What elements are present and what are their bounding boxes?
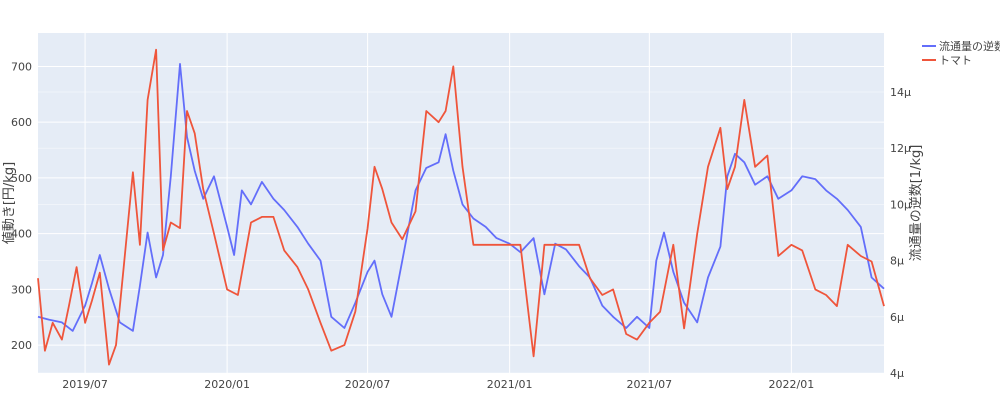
y-tick-label: 300: [11, 283, 32, 296]
y2-tick-label: 10μ: [890, 198, 911, 211]
y2-tick-label: 14μ: [890, 86, 911, 99]
y-tick-label: 200: [11, 339, 32, 352]
y2-axis-title: 流通量の逆数[1/kg]: [908, 145, 924, 262]
x-tick-label: 2022/01: [769, 378, 815, 391]
legend[interactable]: 流通量の逆数 トマト: [922, 39, 1000, 67]
x-tick-label: 2020/07: [345, 378, 391, 391]
series-line-1: [37, 48, 885, 366]
x-tick-label: 2020/01: [204, 378, 250, 391]
y2-tick-label: 4μ: [890, 367, 904, 380]
x-tick-label: 2021/01: [487, 378, 533, 391]
x-tick-label: 2019/07: [62, 378, 108, 391]
y-tick-label: 400: [11, 228, 32, 241]
plot-area: [38, 33, 884, 373]
y-axis-title: 値動き[円/kg]: [1, 162, 17, 244]
x-tick-label: 2021/07: [626, 378, 672, 391]
y2-tick-label: 8μ: [890, 255, 904, 268]
legend-label-series-0[interactable]: 流通量の逆数: [939, 39, 1000, 53]
y2-tick-label: 12μ: [890, 142, 911, 155]
series-line-0: [37, 63, 885, 332]
y-tick-label: 600: [11, 116, 32, 129]
y-tick-label: 500: [11, 172, 32, 185]
y-tick-label: 700: [11, 60, 32, 73]
legend-label-series-1[interactable]: トマト: [939, 54, 972, 67]
y2-tick-label: 6μ: [890, 311, 904, 324]
series-layer: [37, 48, 885, 366]
tick-layer: 2019/07 2020/01 2020/07 2021/01 2021/07 2022/…: [11, 60, 911, 391]
